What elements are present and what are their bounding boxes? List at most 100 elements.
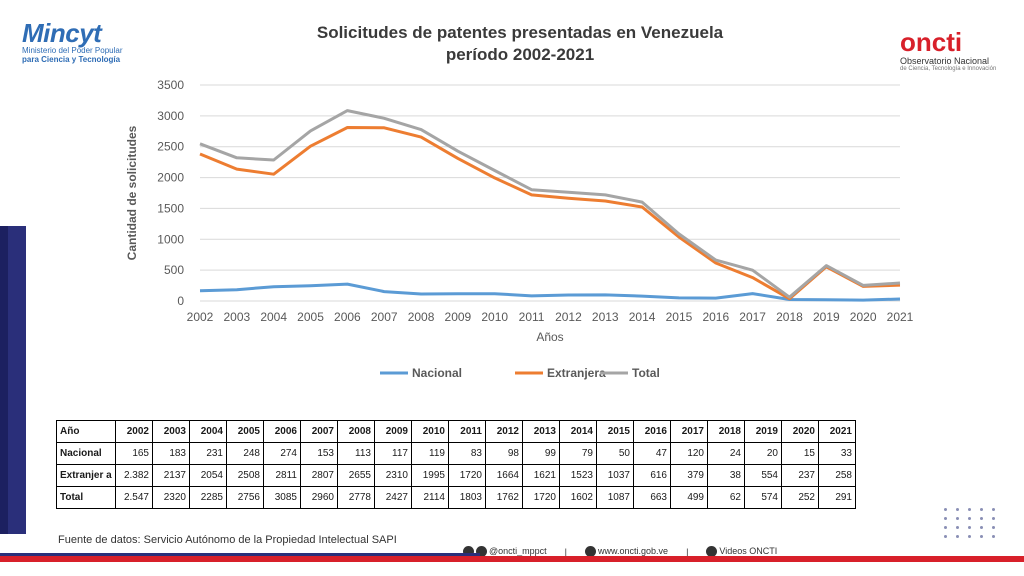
bottom-decor-line-blue [0,553,480,556]
decor-dot [968,526,971,529]
table-header-cell: 2013 [522,420,560,443]
table-cell: 2655 [337,464,375,487]
table-cell: Total [56,486,116,509]
decor-dot [992,508,995,511]
mincyt-logo-tag: para Ciencia y Tecnología [22,55,121,64]
table-header-cell: 2018 [707,420,745,443]
oncti-logo-sub2: de Ciencia, Tecnología e Innovación [900,66,997,72]
table-cell: 252 [781,486,819,509]
table-header-cell: 2004 [189,420,227,443]
table-cell: 2807 [300,464,338,487]
x-tick-label: 2014 [629,310,656,324]
decor-dot [992,535,995,538]
table-cell: 2.382 [115,464,153,487]
decor-dot [968,535,971,538]
y-tick-labels: 0 500 1000 1500 2000 2500 3000 3500 [157,78,184,308]
table-cell: 663 [633,486,671,509]
table-cell: 2054 [189,464,227,487]
y-tick-label: 1000 [157,232,184,246]
table-cell: 1087 [596,486,634,509]
chart-grid [200,84,900,302]
footer-separator: | [564,546,568,557]
table-cell: 2427 [374,486,412,509]
table-cell: 33 [818,442,856,465]
footer-videos[interactable]: Videos ONCTI [706,546,777,558]
decor-dot [956,508,959,511]
bottom-decor-line-red [0,556,1024,562]
table-cell: 15 [781,442,819,465]
y-tick-label: 1500 [157,201,184,215]
table-cell: 2960 [300,486,338,509]
data-source-note: Fuente de datos: Servicio Autónomo de la… [58,534,397,546]
table-header-cell: 2020 [781,420,819,443]
x-tick-label: 2012 [555,310,582,324]
x-tick-label: 2011 [519,310,545,324]
side-decor-bar-dark [0,226,8,534]
table-cell: 258 [818,464,856,487]
decor-dot [944,535,947,538]
table-cell: 379 [670,464,708,487]
table-header-cell: 2008 [337,420,375,443]
table-cell: 499 [670,486,708,509]
y-tick-label: 3500 [157,78,184,92]
table-header-cell: 2006 [263,420,301,443]
y-axis-label: Cantidad de solicitudes [125,125,139,260]
twitter-icon [476,546,487,558]
table-cell: 99 [522,442,560,465]
footer-social[interactable]: @oncti_mppct [463,546,547,558]
decor-dots [944,508,1014,548]
instagram-icon [463,546,474,558]
table-cell: 183 [152,442,190,465]
x-tick-label: 2008 [408,310,435,324]
x-tick-label: 2018 [776,310,803,324]
legend-label: Nacional [412,366,462,380]
x-axis-label: Años [536,330,563,344]
x-tick-label: 2006 [334,310,361,324]
table-header-cell: 2017 [670,420,708,443]
table-cell: Nacional [56,442,116,465]
oncti-logo-text: oncti [900,27,963,57]
table-cell: 231 [189,442,227,465]
table-cell: 2114 [411,486,449,509]
table-cell: 2.547 [115,486,153,509]
x-tick-label: 2019 [813,310,840,324]
footer-website[interactable]: www.oncti.gob.ve [585,546,668,558]
table-cell: 1995 [411,464,449,487]
table-cell: 1037 [596,464,634,487]
table-header-cell: 2015 [596,420,634,443]
x-tick-label: 2010 [481,310,508,324]
table-cell: 2756 [226,486,264,509]
table-header-cell: 2009 [374,420,412,443]
decor-dot [968,508,971,511]
y-tick-label: 0 [177,294,184,308]
table-header-cell: 2007 [300,420,338,443]
table-header-row: Año 2002 2003 2004 2005 2006 2007 2008 2009 2010 2… [56,420,856,443]
table-row: Extranjer a 2.382 2137 2054 2508 2811 2807 2655… [56,464,856,487]
table-header-cell: 2019 [744,420,782,443]
y-tick-label: 500 [164,263,184,277]
table-header-cell: Año [56,420,116,443]
legend-label: Total [632,366,660,380]
legend-label: Extranjera [547,366,606,380]
footer-social-handle: @oncti_mppct [489,546,547,556]
table-cell: 274 [263,442,301,465]
chart-series-lines [199,109,901,302]
decor-dot [968,517,971,520]
table-cell: 554 [744,464,782,487]
mincyt-logo: Mincyt Ministerio del Poder Popular para… [22,20,142,70]
table-cell: 2508 [226,464,264,487]
oncti-logo-sub: Observatorio Nacional [900,56,990,66]
mincyt-logo-text: Mincyt [22,18,102,48]
x-tick-label: 2015 [666,310,693,324]
decor-dot [944,517,947,520]
table-cell: 1621 [522,464,560,487]
x-tick-label: 2005 [297,310,324,324]
table-cell: 1720 [448,464,486,487]
table-header-cell: 2005 [226,420,264,443]
table-cell: 117 [374,442,412,465]
oncti-logo: oncti Observatorio Nacional de Ciencia, … [900,28,1000,78]
globe-icon [585,546,597,558]
table-header-cell: 2003 [152,420,190,443]
mincyt-logo-sub: Ministerio del Poder Popular [22,46,123,55]
decor-dot [956,526,959,529]
